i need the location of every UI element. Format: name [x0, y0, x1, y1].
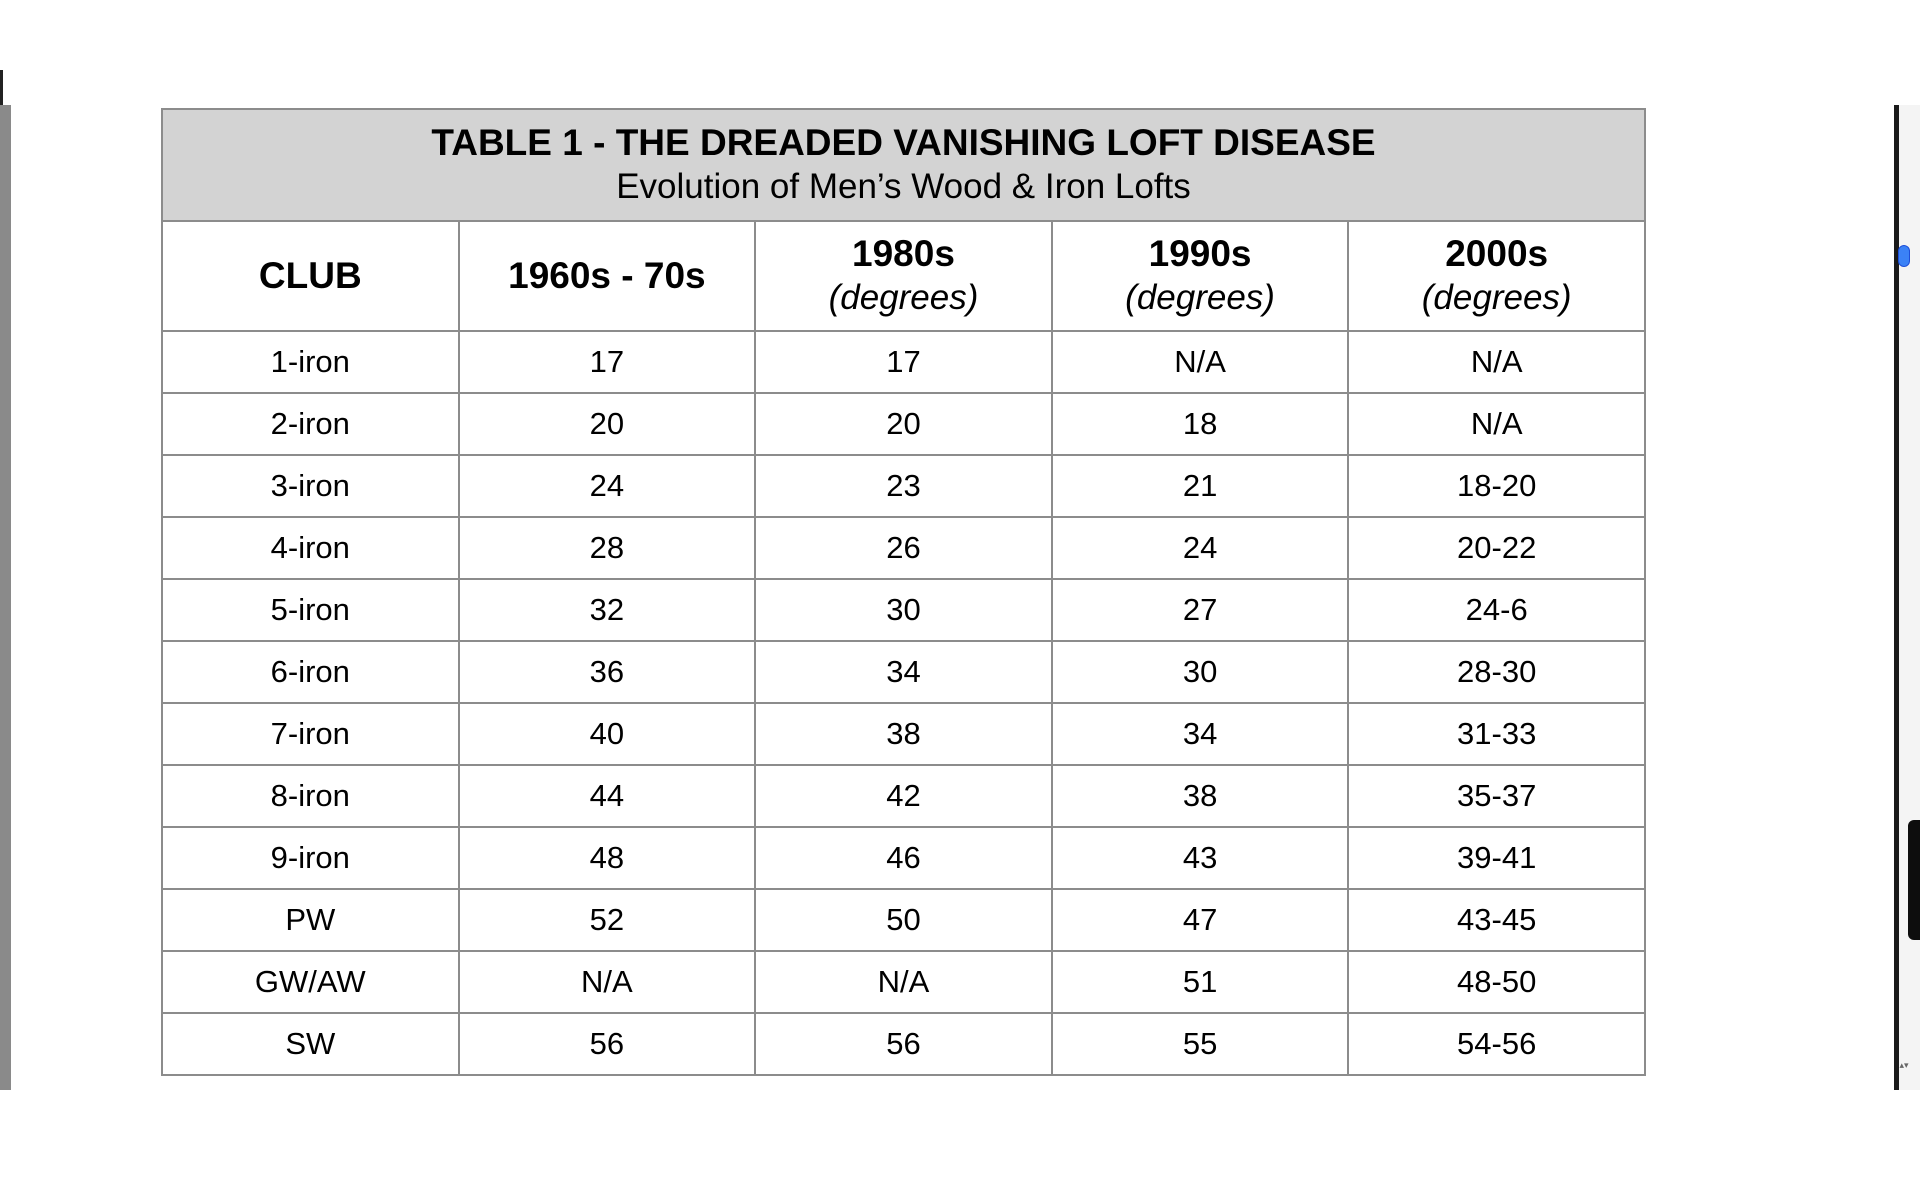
table-row: 1-iron 17 17 N/A N/A [161, 330, 1646, 394]
table-row: PW 52 50 47 43-45 [161, 888, 1646, 952]
scrollbar-thumb[interactable] [1898, 245, 1910, 267]
loft-cell: 21 [1050, 454, 1350, 518]
loft-cell: 20-22 [1347, 516, 1646, 580]
loft-cell: N/A [1347, 392, 1646, 456]
loft-cell: 43-45 [1347, 888, 1646, 952]
loft-cell: N/A [754, 950, 1053, 1014]
column-header-unit: (degrees) [1125, 278, 1275, 317]
club-cell: 8-iron [161, 764, 460, 828]
loft-cell: 47 [1050, 888, 1350, 952]
loft-cell: 39-41 [1347, 826, 1646, 890]
loft-cell: 24 [457, 454, 757, 518]
loft-cell: 34 [754, 640, 1053, 704]
column-header-2: 1980s (degrees) [754, 220, 1053, 332]
club-cell: 4-iron [161, 516, 460, 580]
loft-cell: 17 [754, 330, 1053, 394]
club-cell: 9-iron [161, 826, 460, 890]
loft-cell: 17 [457, 330, 757, 394]
column-header-1: 1960s - 70s [457, 220, 757, 332]
loft-cell: 24 [1050, 516, 1350, 580]
club-cell: 1-iron [161, 330, 460, 394]
column-header-3: 1990s (degrees) [1050, 220, 1350, 332]
club-cell: 2-iron [161, 392, 460, 456]
loft-cell: N/A [457, 950, 757, 1014]
table-body: 1-iron 17 17 N/A N/A 2-iron 20 20 18 N/A 3-iron 24 2… [161, 330, 1646, 1076]
loft-cell: 27 [1050, 578, 1350, 642]
loft-cell: 54-56 [1347, 1012, 1646, 1076]
loft-cell: 20 [754, 392, 1053, 456]
loft-cell: 26 [754, 516, 1053, 580]
scrollbar-edge [1894, 105, 1899, 1090]
loft-cell: 18-20 [1347, 454, 1646, 518]
loft-cell: 44 [457, 764, 757, 828]
loft-cell: 31-33 [1347, 702, 1646, 766]
loft-cell: 36 [457, 640, 757, 704]
loft-cell: 56 [754, 1012, 1053, 1076]
column-header-label: 1980s [852, 233, 955, 274]
column-header-label: 2000s [1445, 233, 1549, 274]
column-header-4: 2000s (degrees) [1347, 220, 1646, 332]
loft-cell: 34 [1050, 702, 1350, 766]
loft-cell: 42 [754, 764, 1053, 828]
loft-cell: 28 [457, 516, 757, 580]
column-header-label: CLUB [258, 255, 362, 296]
header-row: CLUB 1960s - 70s 1980s (degrees) 1990s (degre… [161, 220, 1646, 332]
loft-cell: N/A [1347, 330, 1646, 394]
loft-cell: 18 [1050, 392, 1350, 456]
club-cell: 3-iron [161, 454, 460, 518]
loft-cell: 23 [754, 454, 1053, 518]
table-row: 7-iron 40 38 34 31-33 [161, 702, 1646, 766]
loft-cell: 43 [1050, 826, 1350, 890]
loft-cell: 48-50 [1347, 950, 1646, 1014]
column-header-label: 1960s - 70s [508, 255, 706, 296]
loft-cell: 28-30 [1347, 640, 1646, 704]
loft-cell: 40 [457, 702, 757, 766]
loft-cell: 46 [754, 826, 1053, 890]
loft-cell: 48 [457, 826, 757, 890]
table-row: 4-iron 28 26 24 20-22 [161, 516, 1646, 580]
table-subtitle: Evolution of Men’s Wood & Iron Lofts [616, 167, 1191, 206]
loft-cell: 38 [1050, 764, 1350, 828]
window-corner-mark [0, 70, 3, 105]
loft-cell: 51 [1050, 950, 1350, 1014]
table-title: TABLE 1 - THE DREADED VANISHING LOFT DIS… [431, 122, 1376, 163]
scrollbar-track-shadow [1908, 820, 1920, 940]
loft-cell: 55 [1050, 1012, 1350, 1076]
club-cell: 7-iron [161, 702, 460, 766]
loft-table: TABLE 1 - THE DREADED VANISHING LOFT DIS… [161, 108, 1646, 1076]
table-row: GW/AW N/A N/A 51 48-50 [161, 950, 1646, 1014]
table-row: 6-iron 36 34 30 28-30 [161, 640, 1646, 704]
table-row: 3-iron 24 23 21 18-20 [161, 454, 1646, 518]
club-cell: PW [161, 888, 460, 952]
loft-cell: 38 [754, 702, 1053, 766]
loft-cell: 52 [457, 888, 757, 952]
loft-cell: 30 [1050, 640, 1350, 704]
table-caption: TABLE 1 - THE DREADED VANISHING LOFT DIS… [161, 108, 1646, 222]
column-header-label: 1990s [1148, 233, 1252, 274]
scroll-arrows-icon[interactable]: ▴▾ [1899, 1060, 1909, 1070]
club-cell: SW [161, 1012, 460, 1076]
loft-cell: 56 [457, 1012, 757, 1076]
column-header-0: CLUB [161, 220, 460, 332]
loft-cell: 20 [457, 392, 757, 456]
window-left-edge [0, 105, 11, 1090]
table-row: 5-iron 32 30 27 24-6 [161, 578, 1646, 642]
loft-cell: 50 [754, 888, 1053, 952]
table-row: SW 56 56 55 54-56 [161, 1012, 1646, 1076]
column-header-unit: (degrees) [1421, 278, 1572, 317]
club-cell: GW/AW [161, 950, 460, 1014]
loft-cell: 35-37 [1347, 764, 1646, 828]
loft-cell: 32 [457, 578, 757, 642]
column-header-unit: (degrees) [828, 278, 979, 317]
loft-cell: 24-6 [1347, 578, 1646, 642]
loft-cell: 30 [754, 578, 1053, 642]
table-row: 2-iron 20 20 18 N/A [161, 392, 1646, 456]
table-row: 8-iron 44 42 38 35-37 [161, 764, 1646, 828]
table-row: 9-iron 48 46 43 39-41 [161, 826, 1646, 890]
loft-cell: N/A [1050, 330, 1350, 394]
club-cell: 6-iron [161, 640, 460, 704]
club-cell: 5-iron [161, 578, 460, 642]
